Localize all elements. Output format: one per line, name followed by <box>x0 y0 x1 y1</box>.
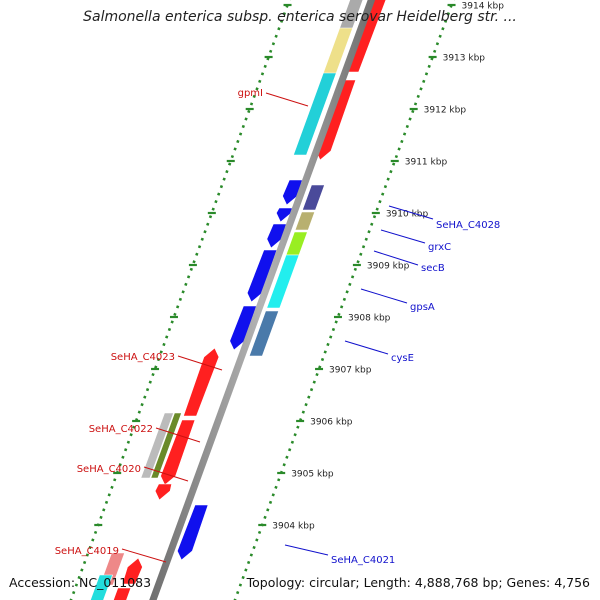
tick-label: 3913 kbp <box>443 54 486 64</box>
accession-label: Accession: NC_011083 <box>9 575 152 590</box>
tick-label: 3909 kbp <box>367 262 410 272</box>
tick-ring-inner <box>69 0 291 600</box>
gene-label: SeHA_C4020 <box>77 464 141 475</box>
feature-SeHA_C4020 <box>160 419 196 486</box>
feature-blue <box>229 305 257 351</box>
tick-label: 3908 kbp <box>348 314 391 324</box>
tick-label: 3910 kbp <box>386 210 429 220</box>
feature-blue <box>282 179 303 206</box>
feature-blue <box>275 207 293 223</box>
tick-label: 3911 kbp <box>405 158 448 168</box>
feature-SeHA_C4021 <box>176 504 209 561</box>
leader-line <box>177 355 223 371</box>
tick-ring-outer <box>233 0 455 600</box>
leader-line <box>155 427 201 443</box>
tick-label: 3905 kbp <box>291 470 334 480</box>
tick-label: 3904 kbp <box>272 522 315 532</box>
gene-label: SeHA_C4021 <box>331 555 395 566</box>
leader-line <box>143 466 189 482</box>
feature-grxC <box>294 211 316 231</box>
leader-line <box>360 288 408 304</box>
leader-line <box>265 92 309 107</box>
gene-label: cysE <box>391 353 414 364</box>
leader-line <box>344 340 389 355</box>
feature-blue <box>246 249 278 303</box>
feature-cyan <box>90 574 113 600</box>
feature-olive <box>150 412 182 479</box>
leader-line <box>388 205 434 220</box>
gene-label: SeHA_C4019 <box>55 546 119 557</box>
feature-gpsA <box>266 254 300 309</box>
leader-line <box>121 548 167 563</box>
feature-red <box>113 587 132 600</box>
leader-line <box>373 250 419 266</box>
feature-red-small <box>154 483 173 501</box>
backbone-line <box>149 0 376 600</box>
feature-gpmI <box>293 72 337 156</box>
gene-label: gpmI <box>238 88 263 99</box>
tick-label: 3914 kbp <box>462 2 505 12</box>
topology-label: Topology: circular; Length: 4,888,768 bp… <box>246 575 590 590</box>
tick-label: 3907 kbp <box>329 366 372 376</box>
gene-label: SeHA_C4028 <box>436 220 500 231</box>
gene-label: gpsA <box>410 302 435 313</box>
tick-label: 3906 kbp <box>310 418 353 428</box>
gene-label: SeHA_C4023 <box>111 352 175 363</box>
leader-line <box>284 544 329 556</box>
feature-blue <box>266 223 287 249</box>
gene-label: secB <box>421 263 445 274</box>
sequence-title: Salmonella enterica subsp. enterica sero… <box>83 9 517 25</box>
gene-label: grxC <box>428 242 451 253</box>
feature-SeHA_C4022 <box>140 412 174 479</box>
feature-SeHA_C4028 <box>301 184 325 211</box>
feature-red <box>345 0 387 73</box>
feature-SeHA_C4023 <box>183 347 220 417</box>
leader-line <box>380 229 426 244</box>
feature-red <box>121 557 143 585</box>
tick-label: 3912 kbp <box>424 106 467 116</box>
feature-cysE <box>248 310 280 357</box>
gene-label: SeHA_C4022 <box>89 424 153 435</box>
